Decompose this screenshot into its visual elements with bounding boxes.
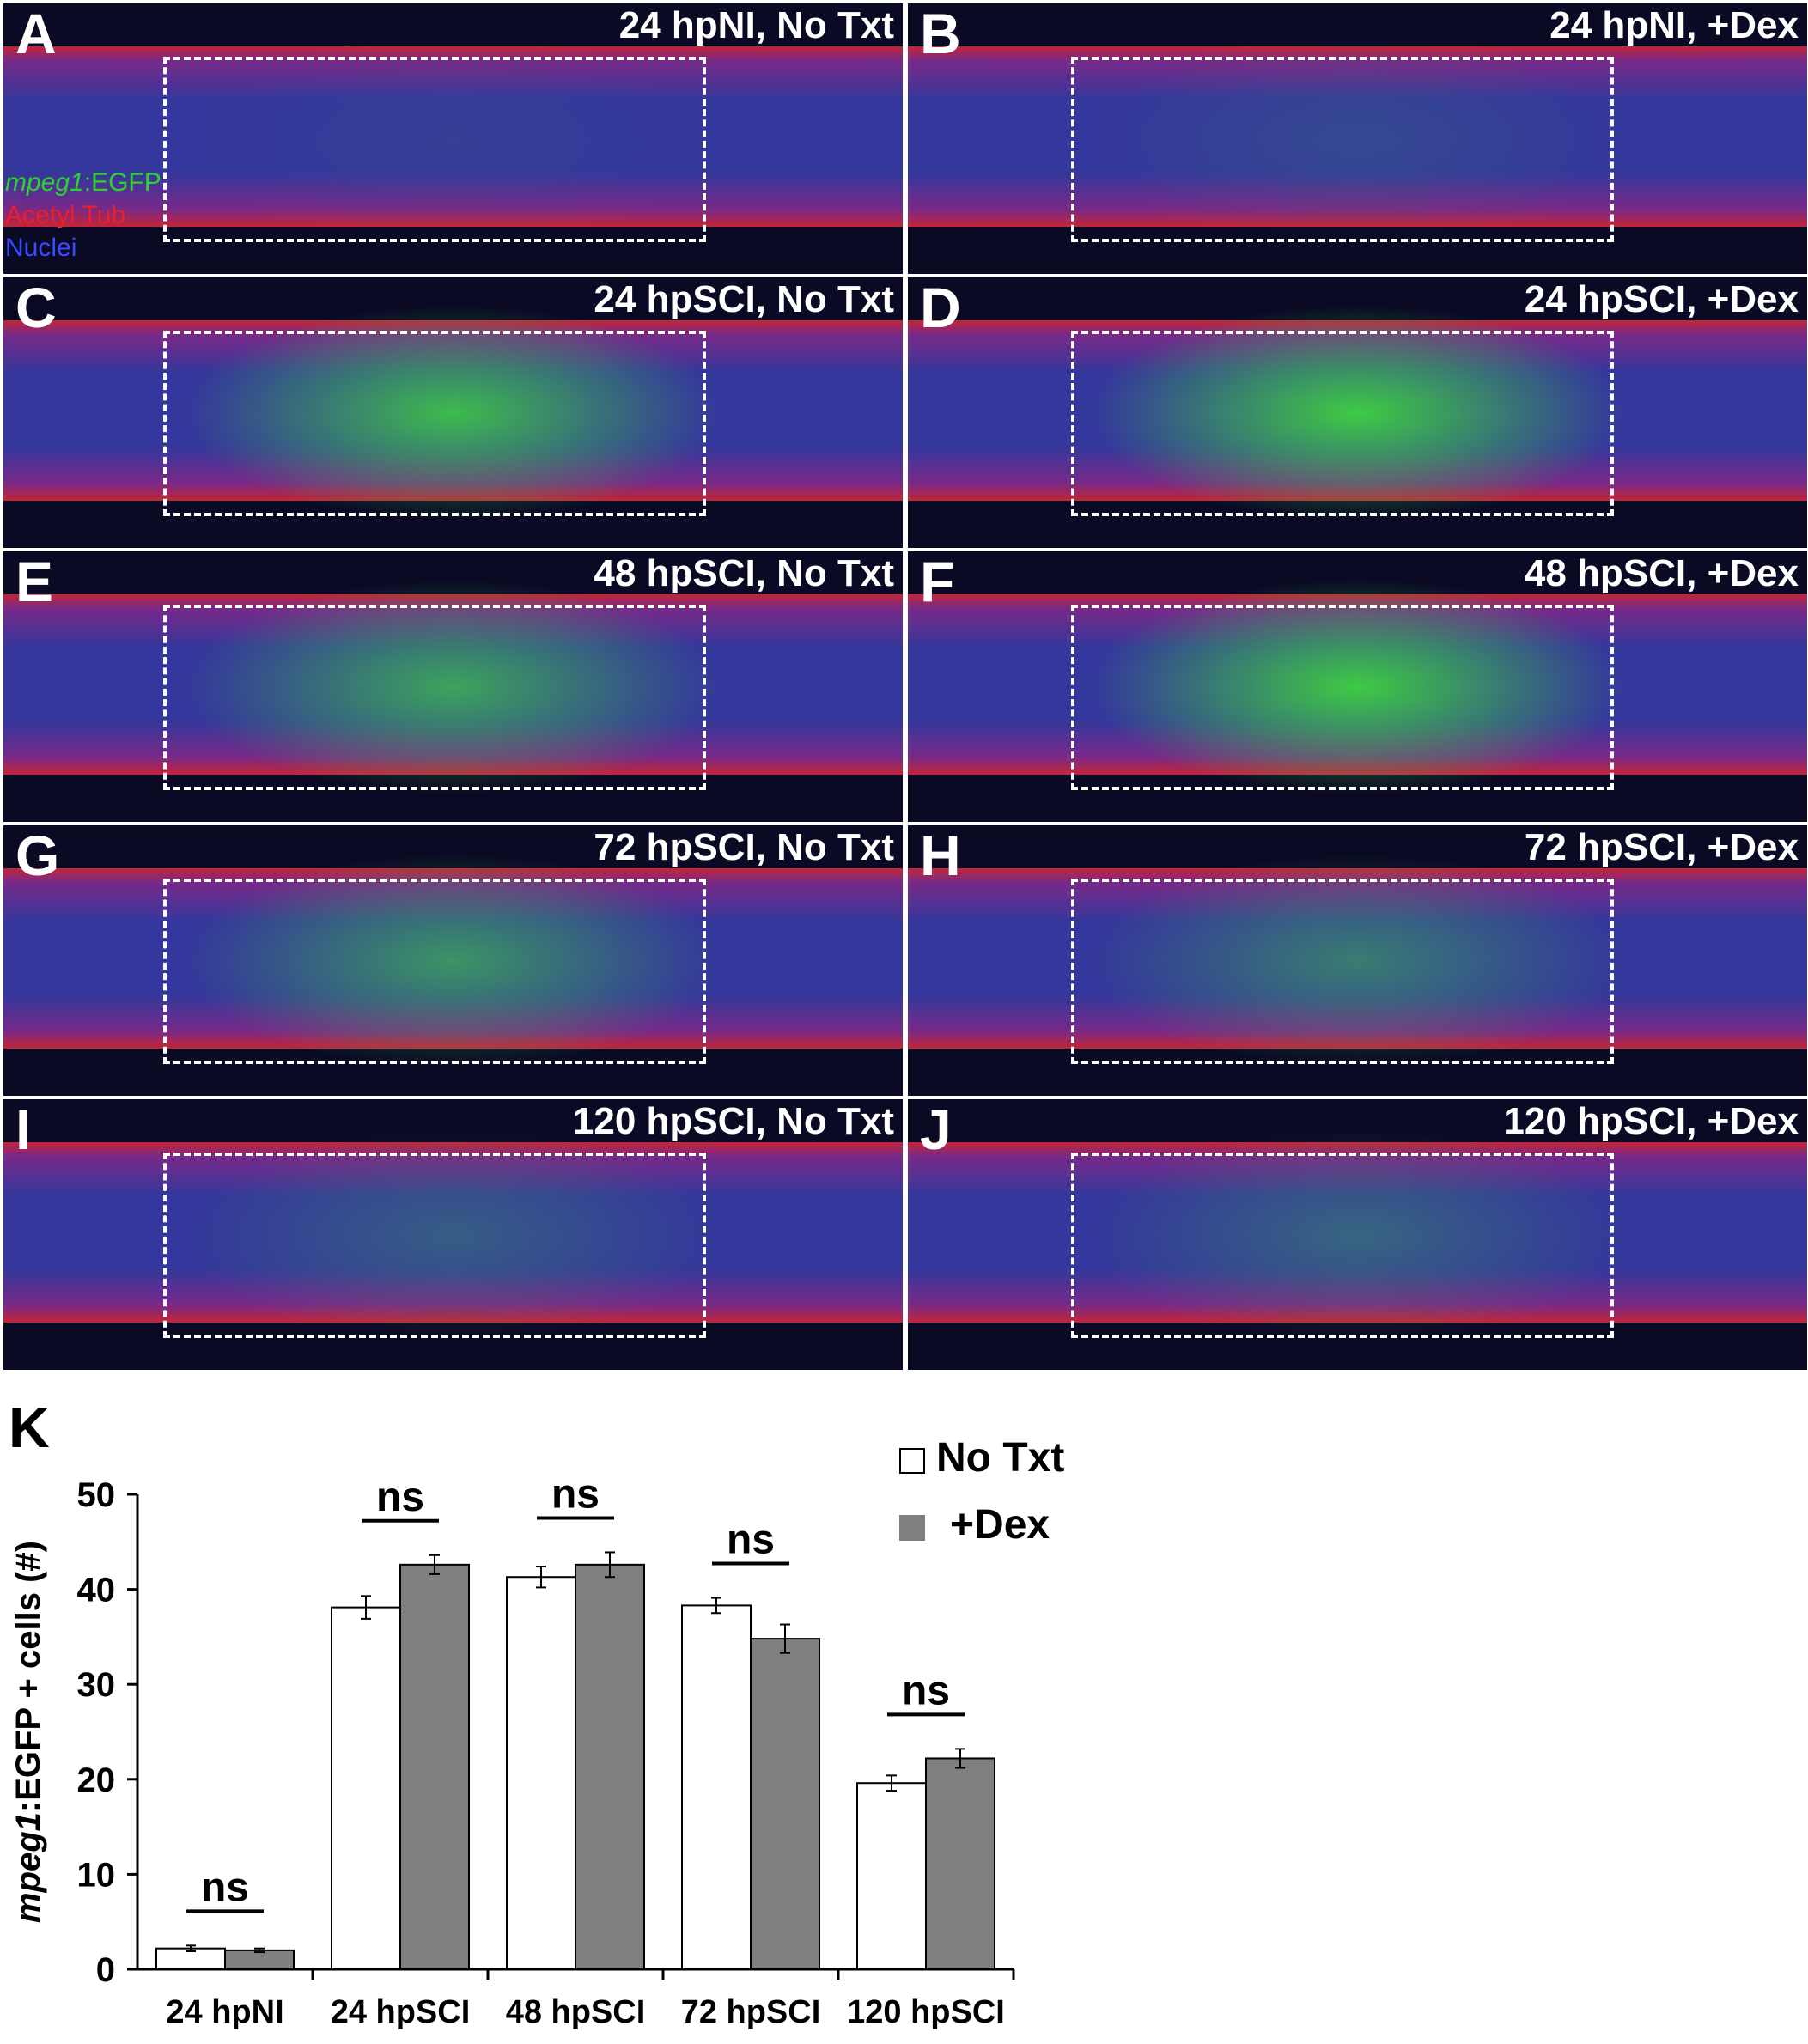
legend-label-dex: +Dex bbox=[950, 1502, 1050, 1548]
significance-label: ns bbox=[201, 1865, 249, 1910]
x-tick-label: 24 hpSCI bbox=[331, 1994, 471, 2030]
panel-letter: I bbox=[15, 1099, 32, 1161]
panel-condition-label: 120 hpSCI, +Dex bbox=[1503, 1100, 1799, 1142]
legend-swatch-dex bbox=[899, 1515, 925, 1541]
panel-letter: E bbox=[15, 551, 54, 613]
egfp-signal bbox=[1087, 578, 1628, 795]
stain-legend-entry: Nuclei bbox=[5, 235, 76, 261]
legend-swatch-no-txt bbox=[899, 1448, 925, 1474]
spinal-cord-tissue bbox=[908, 868, 1807, 1049]
region-of-interest-box bbox=[163, 605, 706, 790]
bar-no-txt bbox=[506, 1576, 576, 1971]
micrograph-panel-b: B 24 hpNI, +Dex bbox=[908, 3, 1807, 274]
y-tick-label: 0 bbox=[96, 1951, 115, 1989]
bar-chart: K 0 10 20 30 40 50 mpeg1:EGFP + cells (#) 24 hpN… bbox=[9, 1396, 1064, 2030]
y-tick-label: 30 bbox=[77, 1666, 116, 1704]
spinal-cord-tissue bbox=[3, 1142, 903, 1323]
x-tick-label: 24 hpNI bbox=[166, 1994, 283, 2030]
egfp-signal bbox=[183, 852, 723, 1069]
region-of-interest-box bbox=[1071, 1153, 1614, 1338]
panel-condition-label: 24 hpSCI, No Txt bbox=[594, 278, 894, 320]
egfp-signal bbox=[183, 1126, 723, 1343]
stain-legend-entry: Acetyl Tub bbox=[5, 203, 125, 228]
panel-condition-label: 24 hpNI, No Txt bbox=[618, 4, 894, 46]
panel-condition-label: 24 hpSCI, +Dex bbox=[1524, 278, 1799, 320]
panel-letter: D bbox=[920, 277, 961, 339]
bar-dex bbox=[399, 1563, 470, 1970]
x-tick-label: 72 hpSCI bbox=[681, 1994, 821, 2030]
egfp-signal bbox=[1087, 852, 1628, 1069]
micrograph-panel-d: D 24 hpSCI, +Dex bbox=[908, 277, 1807, 548]
egfp-signal bbox=[1087, 1126, 1628, 1343]
region-of-interest-box bbox=[1071, 879, 1614, 1064]
panel-letter: A bbox=[15, 3, 57, 65]
x-tick-label: 120 hpSCI bbox=[847, 1994, 1005, 2030]
egfp-signal bbox=[183, 578, 723, 795]
y-tick-label: 40 bbox=[77, 1572, 116, 1609]
significance-label: ns bbox=[727, 1518, 775, 1563]
panel-condition-label: 24 hpNI, +Dex bbox=[1549, 4, 1799, 46]
panel-letter: B bbox=[920, 3, 961, 65]
spinal-cord-tissue bbox=[3, 46, 903, 227]
panel-letter: C bbox=[15, 277, 57, 339]
legend-label-no-txt: No Txt bbox=[936, 1435, 1064, 1481]
micrograph-panel-c: C 24 hpSCI, No Txt bbox=[3, 277, 903, 548]
micrograph-panel-h: H 72 hpSCI, +Dex bbox=[908, 825, 1807, 1096]
panel-letter: J bbox=[920, 1099, 952, 1161]
region-of-interest-box bbox=[163, 879, 706, 1064]
region-of-interest-box bbox=[1071, 57, 1614, 242]
panel-condition-label: 48 hpSCI, No Txt bbox=[594, 552, 894, 594]
panel-condition-label: 48 hpSCI, +Dex bbox=[1524, 552, 1799, 594]
stain-legend-label: Acetyl Tub bbox=[5, 201, 126, 229]
y-tick-label: 10 bbox=[77, 1856, 116, 1894]
panel-condition-label: 120 hpSCI, No Txt bbox=[572, 1100, 894, 1142]
significance-label: ns bbox=[376, 1475, 424, 1520]
significance-label: ns bbox=[551, 1471, 600, 1517]
x-tick-label: 48 hpSCI bbox=[506, 1994, 646, 2030]
micrograph-panel-i: I 120 hpSCI, No Txt bbox=[3, 1099, 903, 1370]
panel-letter: H bbox=[920, 825, 961, 887]
panel-condition-label: 72 hpSCI, +Dex bbox=[1524, 826, 1799, 868]
bar-no-txt bbox=[856, 1782, 927, 1970]
micrograph-panel-a: A 24 hpNI, No Txt bbox=[3, 3, 903, 274]
micrograph-panel-f: F 48 hpSCI, +Dex bbox=[908, 551, 1807, 822]
panel-letter: G bbox=[15, 825, 60, 887]
significance-label: ns bbox=[902, 1668, 950, 1713]
panel-letter: K bbox=[9, 1396, 50, 1459]
panel-letter: F bbox=[920, 551, 955, 613]
panel-condition-label: 72 hpSCI, No Txt bbox=[594, 826, 894, 868]
spinal-cord-tissue bbox=[908, 1142, 1807, 1323]
y-tick-label: 50 bbox=[77, 1476, 116, 1514]
y-axis-label-text: :EGFP + cells (#) bbox=[9, 1541, 47, 1812]
stain-legend-gene: mpeg1 bbox=[5, 168, 84, 197]
micrograph-panel-j: J 120 hpSCI, +Dex bbox=[908, 1099, 1807, 1370]
region-of-interest-box bbox=[163, 1153, 706, 1338]
egfp-signal bbox=[1087, 304, 1628, 521]
bar-dex bbox=[925, 1757, 995, 1970]
egfp-signal bbox=[1087, 30, 1628, 247]
stain-legend-entry: mpeg1:EGFP bbox=[5, 170, 161, 196]
stain-legend: mpeg1:EGFP Acetyl Tub Nuclei bbox=[0, 170, 206, 269]
bar-dex bbox=[575, 1563, 645, 1970]
egfp-signal bbox=[183, 304, 723, 521]
bar-dex bbox=[750, 1638, 820, 1970]
micrograph-panel-e: E 48 hpSCI, No Txt bbox=[3, 551, 903, 822]
micrograph-panel-g: G 72 hpSCI, No Txt bbox=[3, 825, 903, 1096]
y-tick-label: 20 bbox=[77, 1761, 116, 1799]
stain-legend-label: Nuclei bbox=[5, 234, 77, 262]
region-of-interest-box bbox=[163, 331, 706, 516]
y-axis-label: mpeg1:EGFP + cells (#) bbox=[9, 1541, 47, 1923]
region-of-interest-box bbox=[163, 57, 706, 242]
bar-no-txt bbox=[331, 1606, 401, 1970]
spinal-cord-tissue bbox=[908, 46, 1807, 227]
bar-dex bbox=[224, 1949, 295, 1971]
stain-legend-label: :EGFP bbox=[83, 168, 161, 197]
region-of-interest-box bbox=[1071, 331, 1614, 516]
egfp-signal bbox=[183, 30, 723, 247]
y-axis-label-gene: mpeg1 bbox=[9, 1812, 47, 1923]
region-of-interest-box bbox=[1071, 605, 1614, 790]
bar-no-txt bbox=[681, 1604, 752, 1970]
